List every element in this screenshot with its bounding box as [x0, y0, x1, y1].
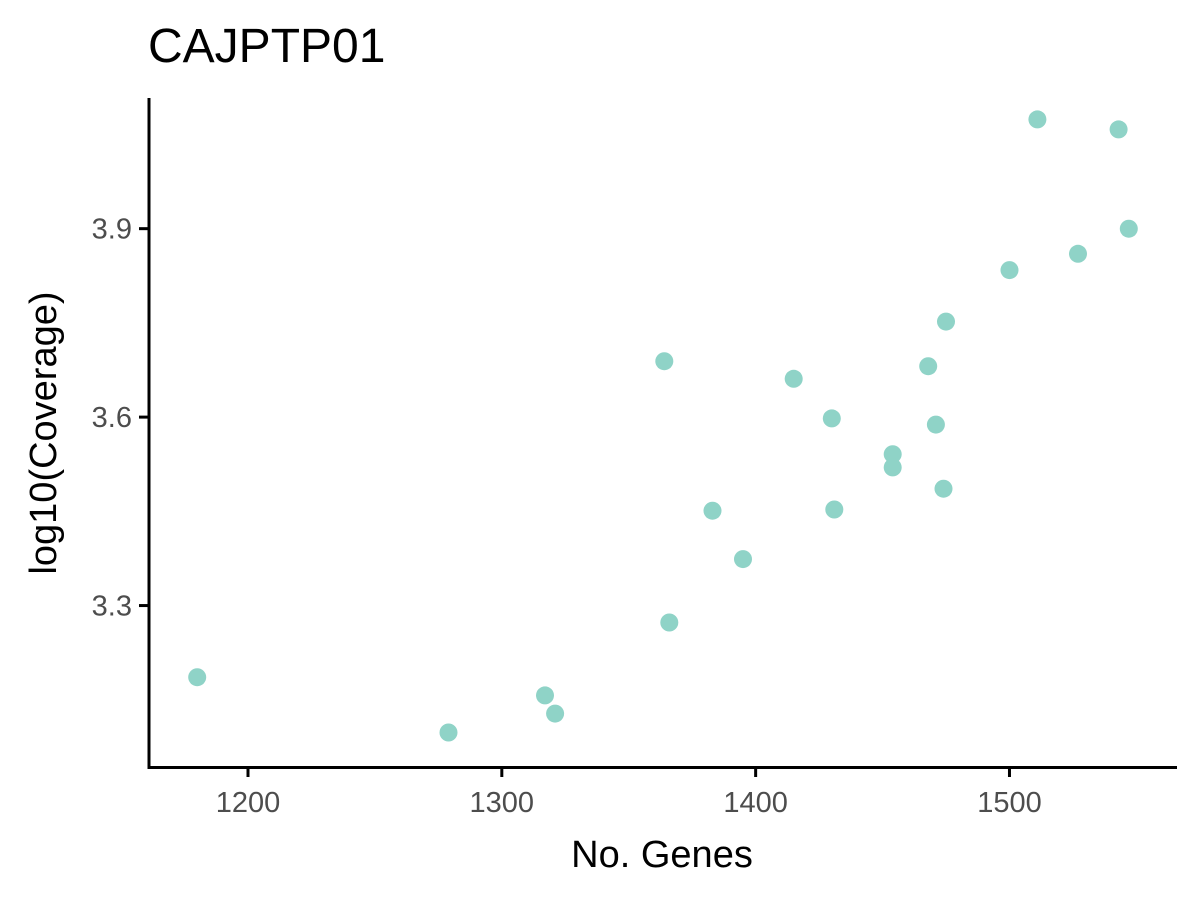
chart-title: CAJPTP01 — [148, 20, 385, 73]
x-tick-label: 1400 — [723, 787, 788, 819]
data-point-2 — [439, 723, 458, 742]
data-point-9 — [784, 369, 803, 388]
y-tick-label: 3.6 — [92, 402, 132, 434]
y-tick-label: 3.3 — [92, 591, 132, 623]
data-point-17 — [937, 312, 955, 331]
data-point-22 — [1119, 219, 1138, 238]
data-point-8 — [734, 550, 752, 569]
x-axis-ticks: 1200 1300 1400 1500 — [216, 767, 1042, 819]
data-point-18 — [1000, 261, 1019, 280]
y-axis-ticks: 3.3 3.6 3.9 — [92, 214, 149, 623]
data-point-4 — [546, 704, 565, 723]
data-point-5 — [655, 352, 674, 371]
data-point-12 — [883, 445, 902, 464]
data-point-20 — [1069, 244, 1087, 263]
data-point-1 — [188, 668, 207, 687]
data-point-15 — [926, 415, 945, 434]
data-point-21 — [1109, 120, 1128, 139]
points-layer — [188, 110, 1138, 742]
data-point-11 — [825, 500, 844, 519]
x-tick-label: 1200 — [216, 787, 281, 819]
x-axis-title: No. Genes — [571, 834, 753, 876]
data-point-13 — [883, 458, 902, 477]
x-tick-label: 1500 — [977, 787, 1042, 819]
data-point-16 — [934, 479, 953, 498]
x-tick-label: 1300 — [470, 787, 535, 819]
data-point-3 — [536, 686, 554, 705]
data-point-7 — [703, 501, 722, 520]
y-axis-title: log10(Coverage) — [23, 291, 65, 574]
data-point-6 — [660, 613, 679, 632]
y-tick-label: 3.9 — [92, 214, 132, 246]
data-point-19 — [1028, 110, 1047, 129]
data-point-10 — [822, 409, 841, 428]
data-point-14 — [919, 357, 938, 376]
